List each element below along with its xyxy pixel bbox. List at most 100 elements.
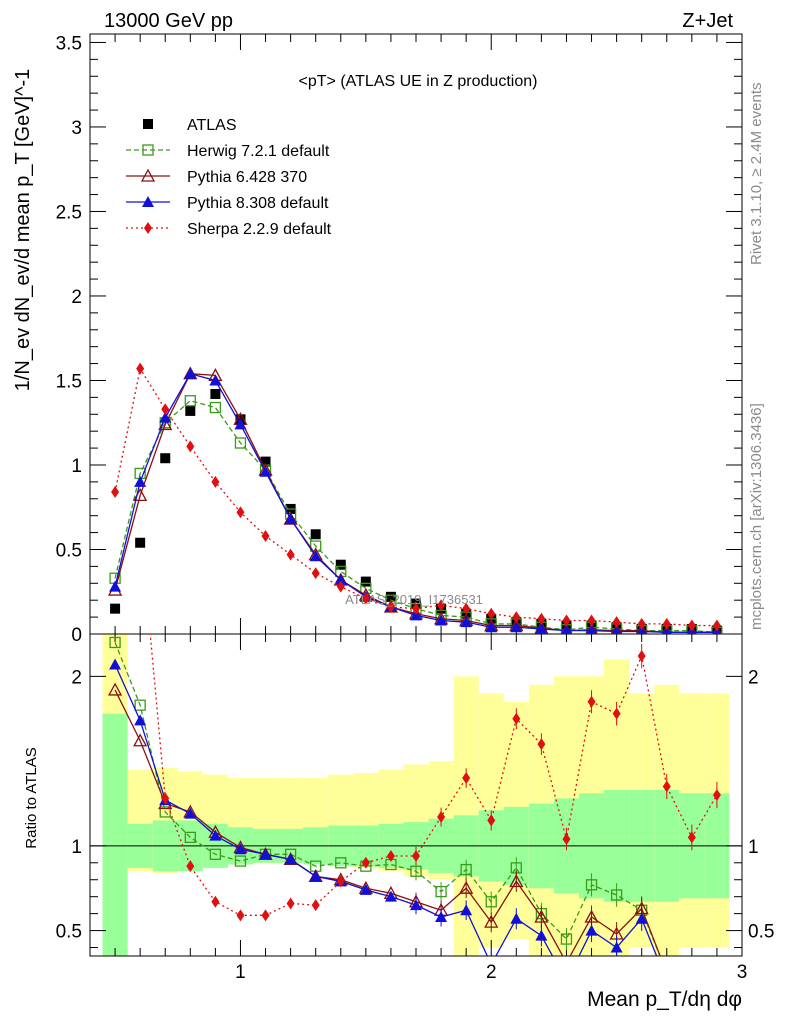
ratio-point-pythia-8-308-default [184, 807, 197, 819]
point-pythia-8-308-default [209, 374, 222, 386]
point-sherpa-2-2-9-default [186, 440, 195, 453]
ratio-point-sherpa-2-2-9-default [487, 814, 496, 827]
ratio-point-pythia-8-308-default [610, 941, 623, 953]
point-atlas [310, 529, 321, 540]
ratio-point-sherpa-2-2-9-default [211, 895, 220, 908]
point-pythia-8-308-default [485, 621, 498, 633]
legend-marker-atlas [143, 119, 153, 129]
ratio-point-pythia-8-308-default [109, 658, 122, 670]
ratio-point-herwig-7-2-1-default [209, 848, 222, 860]
point-sherpa-2-2-9-default [462, 602, 471, 615]
mcplots-credit: mcplots.cern.ch [arXiv:1306.3436] [748, 403, 765, 630]
legend-label-pythia-8-308-default: Pythia 8.308 default [187, 195, 329, 212]
ratio-point-pythia-8-308-default [359, 883, 372, 895]
ratio-point-pythia-6-428-370 [133, 733, 148, 747]
ratio-point-sherpa-2-2-9-default [186, 860, 195, 873]
ratio-point-pythia-6-428-370 [509, 874, 524, 888]
x-tick-label: 2 [486, 962, 497, 983]
point-atlas [385, 591, 396, 602]
ratio-point-sherpa-2-2-9-default [462, 772, 471, 785]
ratio-point-herwig-7-2-1-default [585, 879, 598, 891]
ratio-point-sherpa-2-2-9-default [437, 811, 446, 824]
point-atlas [160, 453, 171, 464]
point-pythia-6-428-370 [635, 623, 648, 634]
point-sherpa-2-2-9-default [261, 529, 270, 542]
ratio-point-sherpa-2-2-9-default [361, 856, 370, 869]
point-pythia-6-428-370 [610, 623, 623, 634]
point-atlas [135, 537, 146, 548]
point-sherpa-2-2-9-default [662, 617, 671, 630]
point-herwig-7-2-1-default [234, 437, 247, 449]
main-series [107, 362, 723, 634]
point-sherpa-2-2-9-default [412, 602, 420, 615]
point-pythia-8-308-default [435, 614, 448, 626]
point-sherpa-2-2-9-default [562, 614, 571, 627]
point-sherpa-2-2-9-default [612, 616, 621, 629]
ratio-point-herwig-7-2-1-default [410, 865, 422, 877]
point-sherpa-2-2-9-default [537, 612, 546, 625]
ratio-point-sherpa-2-2-9-default [612, 707, 621, 720]
ratio-point-pythia-8-308-default [535, 929, 548, 941]
ratio-point-sherpa-2-2-9-default [336, 875, 345, 888]
point-sherpa-2-2-9-default [361, 592, 370, 605]
ratio-point-herwig-7-2-1-default [460, 863, 472, 876]
y-tick-label-main: 3 [71, 118, 82, 139]
y-tick-label-main: 2 [71, 287, 82, 308]
ratio-point-pythia-8-308-default [284, 853, 297, 865]
point-atlas [260, 456, 271, 467]
ratio-point-sherpa-2-2-9-default [261, 909, 270, 922]
y-tick-label-ratio-right: 1 [748, 837, 759, 858]
ratio-point-sherpa-2-2-9-default [637, 650, 646, 663]
point-sherpa-2-2-9-default [286, 548, 295, 561]
point-pythia-8-308-default [284, 513, 297, 525]
point-atlas [210, 389, 221, 399]
point-sherpa-2-2-9-default [386, 600, 395, 613]
ratio-point-sherpa-2-2-9-default [687, 831, 696, 844]
ratio-point-herwig-7-2-1-default [184, 831, 196, 844]
point-sherpa-2-2-9-default [512, 611, 521, 624]
y-tick-label-main: 2.5 [56, 202, 82, 223]
axes: 1 2 3 0 0.5 1 1.5 2 2.5 3 3.5 0.5 0.5 1 1 2 2 [56, 33, 775, 983]
y-axis-label-ratio: Ratio to ATLAS [23, 747, 40, 848]
ratio-point-sherpa-2-2-9-default [537, 738, 546, 751]
ratio-point-herwig-7-2-1-default [560, 933, 573, 945]
band-inner-bin [102, 713, 128, 956]
y-tick-label-ratio-right: 0.5 [748, 922, 774, 943]
chart-title: <pT> (ATLAS UE in Z production) [299, 73, 538, 90]
point-pythia-8-308-default [410, 609, 422, 621]
ratio-point-sherpa-2-2-9-default [311, 899, 320, 912]
ratio-point-pythia-6-428-370 [107, 682, 123, 696]
ratio-point-pythia-6-428-370 [484, 914, 499, 928]
legend-label-atlas: ATLAS [187, 117, 237, 134]
rivet-version: Rivet 3.1.10, ≥ 2.4M events [748, 83, 765, 266]
ratio-point-sherpa-2-2-9-default [587, 695, 596, 708]
point-pythia-8-308-default [134, 475, 147, 487]
ratio-point-pythia-8-308-default [510, 912, 523, 924]
point-herwig-7-2-1-default [209, 401, 222, 414]
y-axis-label-main: 1/N_ev dN_ev/d mean p_T [GeV]^-1 [12, 69, 34, 392]
point-sherpa-2-2-9-default [687, 619, 696, 632]
point-pythia-8-308-default [159, 411, 172, 423]
ratio-point-sherpa-2-2-9-default [286, 897, 295, 910]
point-pythia-8-308-default [309, 550, 322, 562]
ratio-point-pythia-6-428-370 [459, 880, 474, 894]
y-tick-label-main: 3.5 [56, 33, 82, 54]
ratio-point-pythia-8-308-default [209, 829, 222, 841]
ratio-point-sherpa-2-2-9-default [161, 792, 170, 805]
point-pythia-8-308-default [334, 573, 347, 585]
point-sherpa-2-2-9-default [111, 486, 120, 499]
y-tick-label-main: 1.5 [56, 371, 82, 392]
point-sherpa-2-2-9-default [211, 475, 220, 488]
point-pythia-8-308-default [535, 622, 548, 634]
ratio-point-herwig-7-2-1-default [485, 896, 497, 908]
ratio-point-sherpa-2-2-9-default [386, 850, 395, 863]
legend-marker-sherpa-2-2-9-default [144, 222, 152, 234]
ratio-point-herwig-7-2-1-default [435, 885, 447, 898]
ratio-series [107, 634, 721, 956]
legend: ATLAS Herwig 7.2.1 default Pythia 6.428 37… [126, 117, 332, 238]
legend-marker-herwig-7-2-1-default [142, 144, 154, 156]
ratio-point-pythia-8-308-default [635, 912, 648, 924]
ratio-point-herwig-7-2-1-default [134, 699, 146, 711]
point-pythia-8-308-default [109, 580, 122, 592]
